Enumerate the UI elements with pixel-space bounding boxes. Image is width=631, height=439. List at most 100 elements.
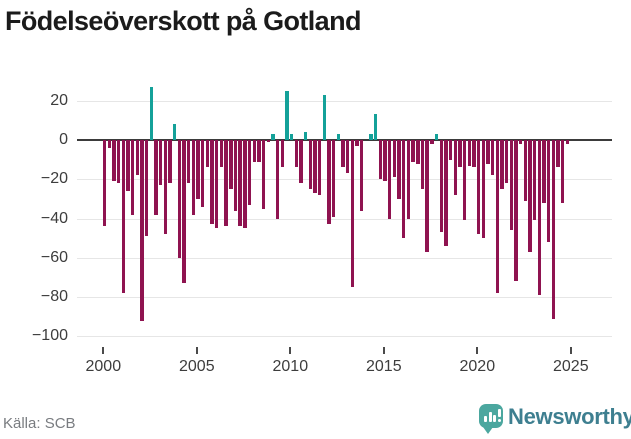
bar — [219, 140, 224, 168]
bar — [233, 140, 238, 211]
bar — [355, 140, 359, 146]
bar — [266, 140, 270, 142]
gridline — [77, 179, 612, 181]
bar — [458, 140, 462, 168]
bar — [130, 140, 135, 215]
bar — [439, 140, 443, 233]
bar — [168, 140, 172, 184]
bar — [556, 140, 560, 168]
bar — [453, 140, 457, 195]
bar — [289, 134, 294, 140]
bar — [317, 140, 322, 195]
bar — [476, 140, 481, 235]
gridline — [77, 218, 612, 220]
bar — [561, 140, 565, 203]
bar — [159, 140, 163, 186]
y-axis-tick-label: −100 — [31, 327, 68, 345]
bar — [275, 140, 280, 219]
bar — [149, 87, 154, 140]
bar — [462, 140, 467, 221]
bar — [509, 140, 514, 231]
gridline — [77, 100, 612, 102]
bar — [565, 140, 570, 144]
bar — [257, 140, 261, 162]
bar — [238, 140, 242, 227]
x-axis-tick — [289, 347, 292, 354]
bar — [542, 140, 546, 203]
bar — [140, 140, 144, 321]
bar — [514, 140, 518, 282]
bar — [285, 90, 289, 140]
logo-exclamation-dot-icon — [497, 419, 501, 422]
bar — [154, 140, 158, 215]
bar — [261, 140, 266, 209]
bar — [303, 132, 308, 140]
bar — [327, 140, 331, 225]
logo-exclamation-icon — [497, 409, 501, 417]
bar — [518, 140, 523, 144]
bar — [523, 140, 528, 201]
bar — [346, 140, 350, 174]
bar — [229, 140, 233, 190]
bar — [191, 140, 196, 215]
bar — [313, 140, 317, 193]
bar — [369, 134, 373, 140]
bar — [102, 140, 107, 227]
bar — [215, 140, 219, 229]
bar — [271, 134, 275, 140]
bar — [299, 140, 303, 184]
y-axis-tick-label: −80 — [40, 288, 68, 305]
bar — [378, 140, 383, 180]
bar — [420, 140, 425, 190]
bar — [547, 140, 551, 243]
y-axis-tick-label: −40 — [40, 209, 68, 227]
bar — [322, 94, 327, 140]
y-axis: 20 0 −20 −40 −60 −80 −100 — [0, 80, 68, 356]
bar — [144, 140, 149, 237]
x-axis-tick — [195, 347, 198, 354]
bar — [402, 140, 406, 239]
bar — [116, 140, 121, 184]
bar — [224, 140, 228, 227]
logo-bar-chart-icon — [493, 415, 496, 422]
source-label: Källa: SCB — [3, 415, 76, 432]
chart-title: Födelseöverskott på Gotland — [5, 6, 361, 36]
y-axis-tick-label: −20 — [40, 170, 68, 188]
bar — [500, 140, 504, 190]
gridline — [77, 336, 612, 338]
y-axis-tick-label: 20 — [50, 91, 68, 109]
x-axis-tick-label: 2020 — [459, 358, 496, 375]
newsworthy-logo: Newsworthy — [479, 404, 631, 436]
bar — [481, 140, 485, 239]
bar — [467, 140, 471, 166]
bar — [308, 140, 312, 190]
bar — [247, 140, 252, 205]
bar — [126, 140, 130, 192]
bar — [425, 140, 429, 252]
bar — [205, 140, 210, 168]
bar — [182, 140, 186, 284]
bar — [411, 140, 415, 162]
bar — [336, 134, 341, 140]
bar — [243, 140, 247, 229]
bar — [210, 140, 214, 225]
x-axis-tick-label: 2010 — [272, 358, 309, 375]
bar — [374, 114, 378, 140]
gridline — [77, 257, 612, 259]
bar — [135, 140, 140, 176]
logo-bar-chart-icon — [488, 412, 492, 422]
bar — [533, 140, 537, 221]
bar — [173, 124, 177, 140]
logo-bar-chart-icon — [484, 416, 487, 422]
bar — [360, 140, 364, 211]
y-axis-tick-label: 0 — [59, 131, 68, 148]
bar — [551, 140, 556, 319]
newsworthy-wordmark: Newsworthy — [508, 404, 631, 429]
x-axis-tick — [569, 347, 572, 354]
x-axis-tick-label: 2015 — [366, 358, 402, 375]
bar — [187, 140, 191, 184]
bar — [163, 140, 168, 235]
x-axis-tick-label: 2000 — [85, 358, 122, 375]
bar — [341, 140, 345, 168]
